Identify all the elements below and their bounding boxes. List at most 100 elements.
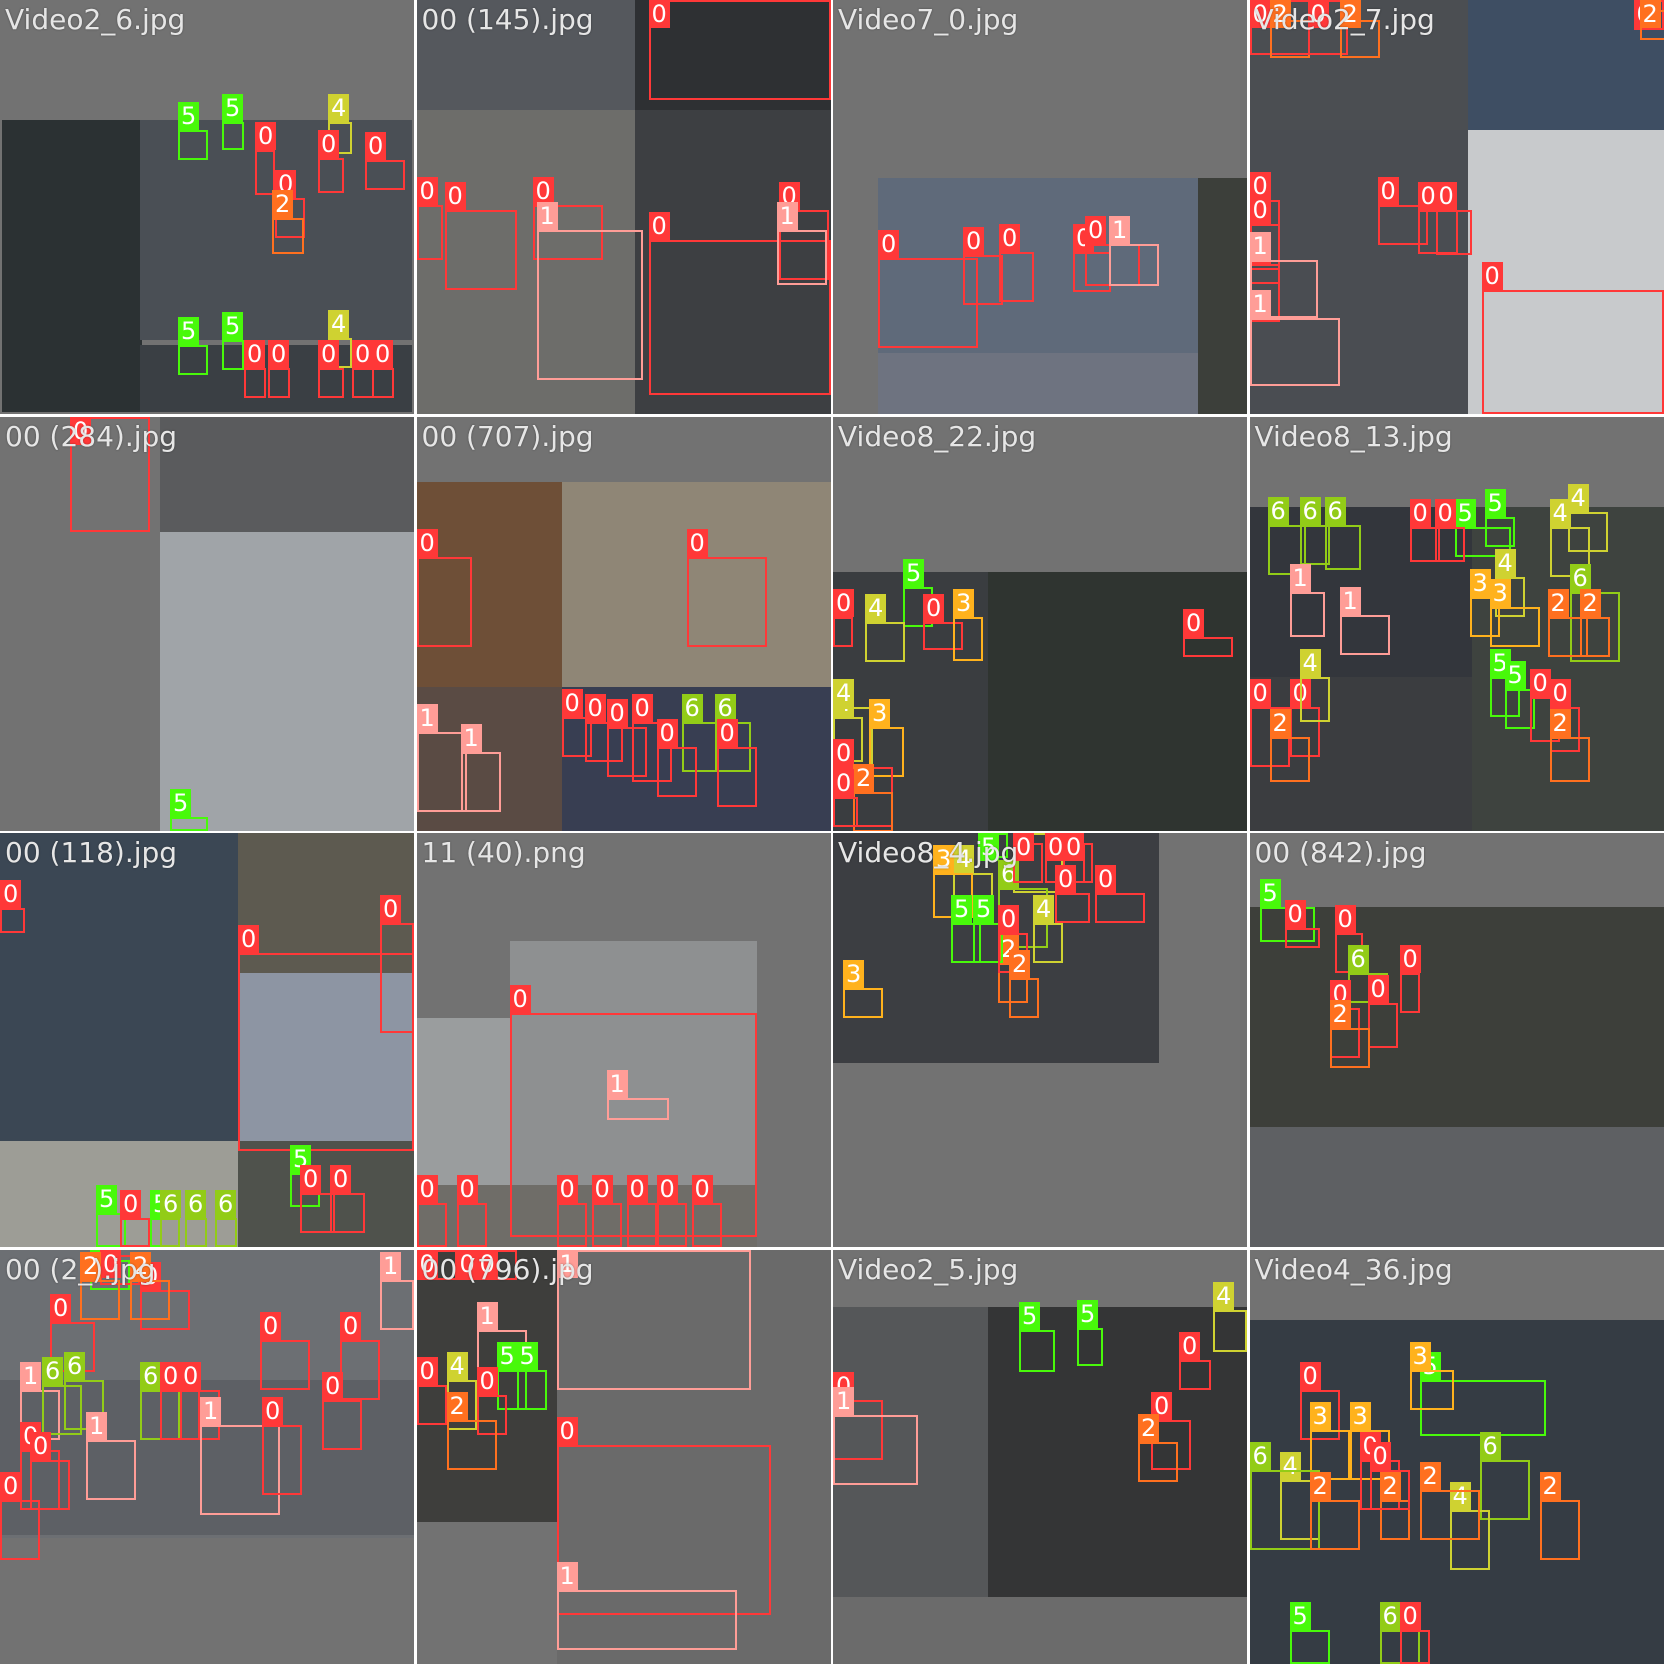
bounding-box <box>951 923 981 963</box>
class-label: 5 <box>178 102 200 130</box>
mosaic-tile: 020202000000110Video2_7.jpg <box>1249 0 1664 414</box>
class-label: 5 <box>222 94 244 122</box>
class-label: 0 <box>833 768 855 797</box>
bounding-box <box>322 1399 362 1450</box>
class-label: 2 <box>853 763 875 792</box>
bounding-box <box>999 252 1034 302</box>
class-label: 4 <box>328 94 350 122</box>
class-label: 0 <box>878 230 900 258</box>
class-label: 2 <box>130 1251 152 1280</box>
bounding-box <box>561 716 592 757</box>
class-label: 0 <box>1409 498 1431 527</box>
class-label: 0 <box>352 340 374 368</box>
class-label: 0 <box>416 177 438 205</box>
mosaic-tile: 0 0 0 0 0 0 6 6 0 0 1 1 00 (707).jpg <box>416 416 831 831</box>
bounding-box <box>556 1203 587 1247</box>
class-label: 1 <box>476 1301 498 1330</box>
bounding-box <box>64 1379 104 1430</box>
bounding-box <box>648 0 831 100</box>
class-label: 5 <box>951 895 973 923</box>
bounding-box <box>120 1218 150 1247</box>
bounding-box <box>833 616 853 647</box>
class-label: 0 <box>656 1175 678 1203</box>
class-label: 5 <box>1289 1601 1311 1630</box>
class-label: 4 <box>328 310 350 338</box>
class-label: 0 <box>631 693 653 722</box>
class-label: 4 <box>1279 1451 1301 1480</box>
tile-filename: 00 (145).jpg <box>421 3 594 36</box>
image-patch <box>238 973 414 1141</box>
bounding-box <box>1579 616 1610 657</box>
class-label: 6 <box>1347 945 1369 973</box>
class-label: 0 <box>1013 833 1035 861</box>
bounding-box <box>416 205 443 260</box>
class-label: 0 <box>456 1249 478 1278</box>
class-label: 0 <box>100 1249 122 1278</box>
class-label: 2 <box>272 190 294 218</box>
class-label: 1 <box>556 1561 578 1590</box>
bounding-box <box>1504 688 1535 729</box>
class-label: 3 <box>1349 1401 1371 1430</box>
bounding-box <box>776 230 827 285</box>
class-label: 1 <box>536 202 558 230</box>
class-label: 0 <box>30 1431 52 1460</box>
class-label: 3 <box>933 845 955 873</box>
bounding-box <box>584 721 623 762</box>
class-label: 3 <box>1489 578 1511 607</box>
class-label: 4 <box>1033 895 1055 923</box>
bounding-box <box>1547 616 1588 657</box>
bounding-box <box>0 1499 40 1560</box>
class-label: 0 <box>561 688 583 717</box>
image-patch <box>0 833 238 1141</box>
tile-filename: 00 (707).jpg <box>421 419 594 453</box>
class-label: 0 <box>1284 900 1306 928</box>
class-label: 0 <box>1307 0 1329 28</box>
class-label: 0 <box>70 416 92 445</box>
bounding-box <box>1077 1327 1103 1366</box>
class-label: 2 <box>1269 708 1291 737</box>
image-patch <box>1249 130 1468 414</box>
image-patch <box>988 1306 1247 1597</box>
image-patch <box>556 1249 831 1664</box>
bounding-box <box>606 1098 669 1120</box>
bounding-box <box>1324 524 1361 570</box>
class-label: 0 <box>656 718 678 747</box>
class-label: 2 <box>1329 1000 1351 1028</box>
class-label: 6 <box>42 1356 64 1385</box>
class-label: 0 <box>923 593 945 622</box>
bounding-box <box>262 1424 302 1495</box>
class-label: 5 <box>1077 1299 1099 1328</box>
class-label: 4 <box>1549 498 1571 527</box>
class-label: 0 <box>1299 1361 1321 1390</box>
class-label: 0 <box>1249 196 1271 224</box>
class-label: 5 <box>178 317 200 345</box>
bounding-box <box>178 130 208 160</box>
class-label: 0 <box>160 1361 182 1390</box>
image-patch <box>160 531 414 831</box>
class-label: 5 <box>1259 879 1281 907</box>
class-label: 1 <box>1109 216 1131 244</box>
class-label: 2 <box>1639 0 1661 28</box>
bounding-box <box>865 621 905 662</box>
image-patch <box>833 1596 1247 1664</box>
bounding-box <box>222 340 244 370</box>
bounding-box <box>1479 1459 1530 1520</box>
class-label: 0 <box>1095 865 1117 893</box>
image-patch <box>1249 1127 1664 1247</box>
class-label: 0 <box>833 738 855 767</box>
class-label: 3 <box>1469 568 1491 597</box>
mosaic-tile: 5 5 4 0 0 0 0 2 5 5 4 0 0 0 0 0 Video2_6.jpg <box>0 0 414 414</box>
class-label: 5 <box>1454 498 1476 527</box>
bounding-box <box>1539 1499 1580 1560</box>
image-patch <box>416 0 635 110</box>
class-label: 0 <box>416 1175 438 1203</box>
class-label: 2 <box>1339 0 1361 28</box>
image-patch <box>634 110 831 414</box>
class-label: 0 <box>260 1311 282 1340</box>
class-label: 0 <box>626 1175 648 1203</box>
bounding-box <box>1138 1441 1178 1482</box>
mosaic-tile: 0 0 0 0 1 0 0 1 00 (145).jpg <box>416 0 831 414</box>
class-label: 6 <box>1324 496 1346 525</box>
class-label: 0 <box>340 1311 362 1340</box>
bounding-box <box>96 1213 126 1247</box>
